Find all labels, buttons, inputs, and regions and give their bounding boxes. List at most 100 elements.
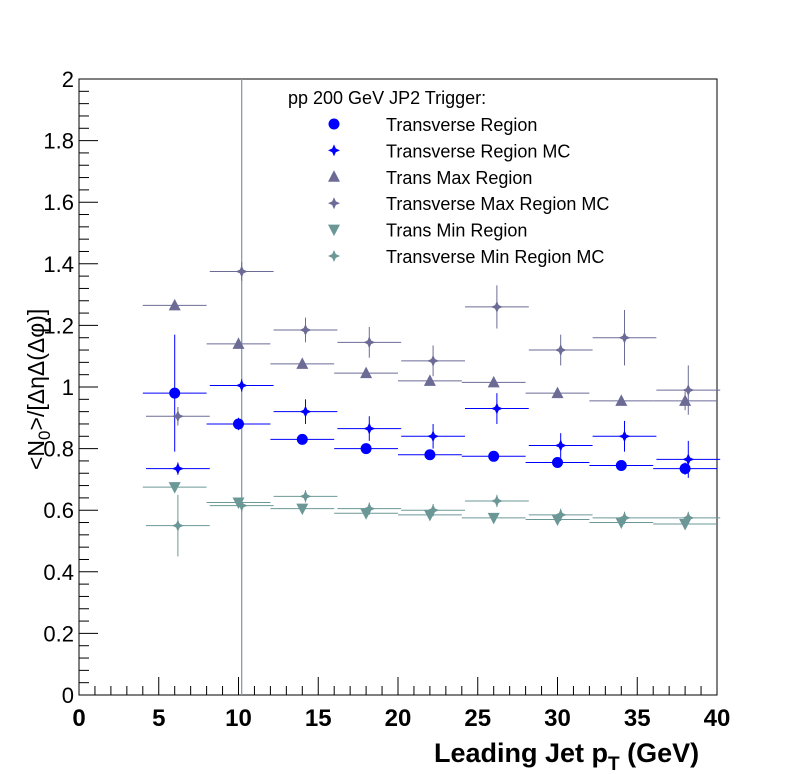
legend-entry: Transverse Region [328, 115, 537, 135]
legend-entry: Trans Max Region [328, 168, 532, 188]
legend-marker [328, 170, 340, 182]
x-tick-label: 25 [464, 705, 491, 732]
x-tick-label: 35 [624, 705, 651, 732]
data-series-layer [142, 262, 721, 557]
legend-marker [328, 197, 340, 210]
data-point [554, 344, 567, 357]
data-point [235, 265, 248, 278]
series-4 [145, 262, 721, 426]
y-axis-title: <N0>/[ΔηΔ(Δφ)] [23, 309, 54, 470]
data-point [299, 490, 312, 503]
data-point [487, 512, 500, 525]
data-point [296, 433, 308, 445]
x-axis-title-main: Leading Jet p [434, 738, 608, 768]
data-point [423, 374, 436, 386]
data-point [615, 394, 628, 406]
data-point [554, 439, 567, 452]
x-axis-title-subscript: T [608, 754, 620, 774]
data-point [490, 494, 503, 507]
data-point [618, 511, 631, 524]
legend-entry: Transverse Max Region MC [328, 194, 609, 214]
legend-marker [328, 118, 340, 130]
data-point [679, 463, 691, 475]
data-point [427, 354, 440, 367]
data-point [168, 482, 181, 494]
x-tick-label: 15 [305, 705, 332, 732]
y-tick-label: 1.2 [43, 313, 74, 338]
data-point [360, 366, 373, 379]
data-point [299, 405, 312, 418]
data-point [424, 449, 436, 461]
axes: 0 5 10 15 20 25 30 35 40 0 0.2 0.4 0.6 0.8 1 1.2 1.4 1.6 1… [43, 67, 730, 732]
x-tick-label: 30 [544, 705, 571, 732]
x-tick-label: 0 [72, 705, 85, 732]
data-point [427, 504, 440, 517]
x-tick-label: 10 [225, 705, 252, 732]
data-point [552, 456, 563, 468]
data-point [363, 336, 376, 349]
data-point [363, 422, 376, 435]
legend-marker [328, 144, 340, 157]
data-point [171, 519, 184, 532]
data-point [235, 379, 248, 392]
y-tick-label: 1.8 [43, 129, 74, 154]
y-tick-label: 0 [62, 683, 74, 708]
y-tick-label: 0.2 [43, 621, 74, 646]
legend-entry: Transverse Region MC [328, 141, 570, 161]
legend: pp 200 GeV JP2 Trigger: Transverse Regio… [288, 88, 609, 267]
y-axis-title-rest: >/[ΔηΔ(Δφ)] [23, 309, 49, 431]
x-tick-label: 40 [704, 705, 731, 732]
data-point [551, 386, 564, 399]
data-point [490, 300, 503, 313]
data-point [299, 324, 312, 337]
series-1 [142, 334, 717, 475]
data-point [296, 503, 309, 516]
y-tick-label: 0.8 [43, 437, 74, 462]
data-point [490, 402, 503, 415]
data-point [235, 499, 248, 512]
y-tick-label: 2 [62, 67, 74, 92]
legend-label: Transverse Region [386, 115, 537, 135]
data-point [168, 298, 181, 311]
legend-entry: Trans Min Region [328, 221, 527, 241]
data-point [618, 430, 631, 443]
legend-label: Transverse Min Region MC [386, 247, 604, 267]
series-6 [145, 490, 721, 557]
data-point [171, 462, 184, 475]
data-point [682, 511, 695, 524]
legend-label: Transverse Region MC [386, 141, 570, 161]
y-tick-label: 1 [62, 375, 74, 400]
data-point [682, 384, 695, 397]
y-tick-label: 1.6 [43, 190, 74, 215]
legend-label: Trans Min Region [386, 221, 527, 241]
series-3 [142, 298, 717, 411]
y-axis-title-main: <N [23, 440, 49, 470]
data-point [363, 502, 376, 515]
y-tick-label: 0.4 [43, 560, 74, 585]
x-axis-title: Leading Jet pT (GeV) [434, 738, 699, 774]
data-point [618, 331, 631, 344]
legend-label: Trans Max Region [386, 168, 532, 188]
data-point [615, 460, 627, 472]
data-point [171, 410, 184, 423]
data-point [360, 443, 372, 455]
legend-header: pp 200 GeV JP2 Trigger: [288, 88, 486, 108]
legend-marker [328, 224, 340, 237]
data-point [682, 453, 695, 466]
legend-entry: Transverse Min Region MC [328, 247, 604, 267]
data-point [488, 450, 500, 462]
data-point [427, 430, 440, 443]
y-tick-label: 0.6 [43, 498, 74, 523]
data-point [233, 418, 244, 430]
data-point [487, 375, 500, 388]
data-point [232, 337, 245, 349]
data-point [296, 357, 309, 369]
legend-label: Transverse Max Region MC [386, 194, 609, 214]
x-tick-label: 5 [152, 705, 165, 732]
series-2 [145, 379, 721, 478]
data-point [169, 387, 181, 399]
data-point [554, 508, 567, 521]
y-axis-title-subscript: 0 [35, 430, 54, 439]
